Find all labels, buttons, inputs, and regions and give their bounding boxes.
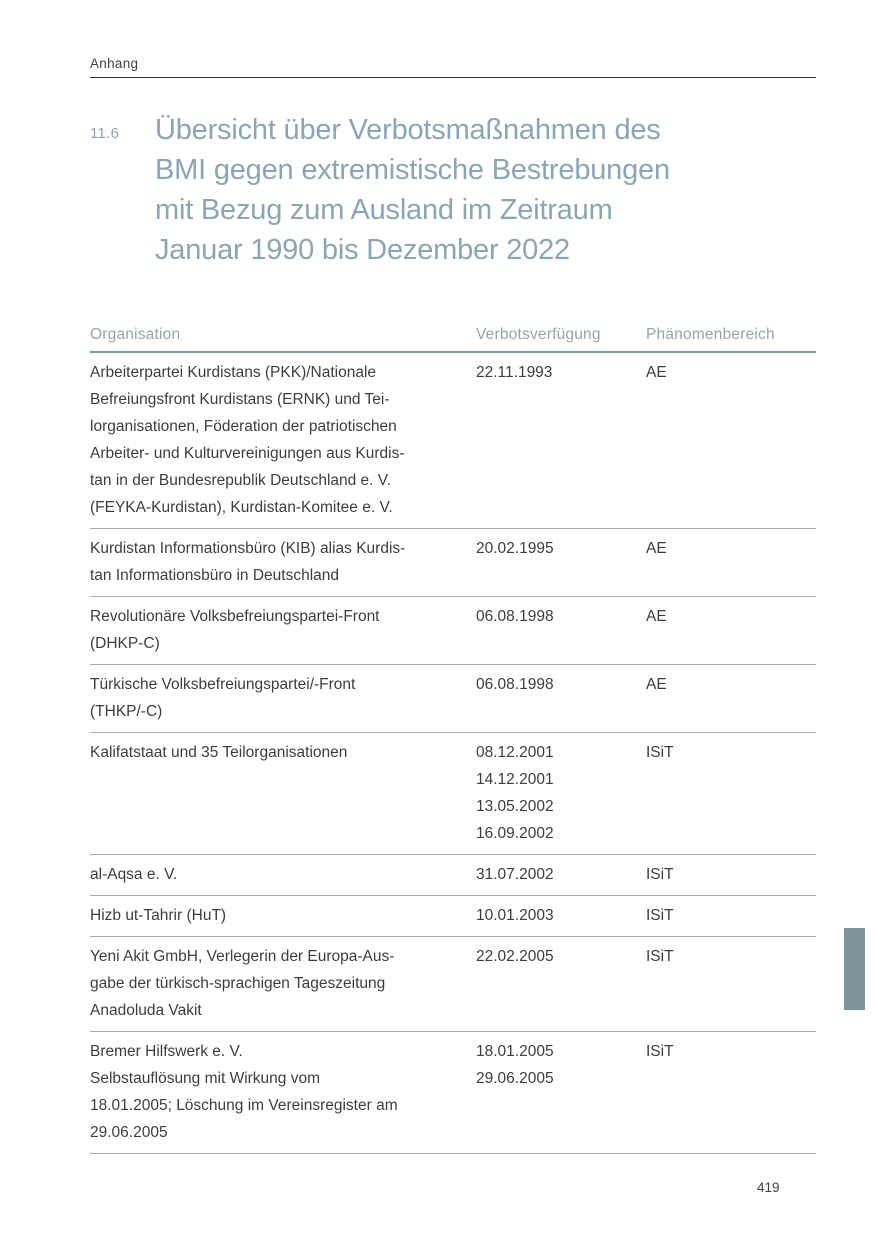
table-row: Kalifatstaat und 35 Teilorganisationen 0…	[90, 733, 816, 855]
table-row: al-Aqsa e. V. 31.07.2002 ISiT	[90, 855, 816, 896]
org-cell: Bremer Hilfswerk e. V. Selbstauflösung m…	[90, 1043, 398, 1141]
header-rule	[90, 77, 816, 78]
date-cell: 22.02.2005	[476, 948, 554, 965]
area-cell: AE	[646, 540, 667, 557]
page-number: 419	[757, 1180, 780, 1195]
section-edge-tab	[844, 928, 865, 1010]
area-cell: ISiT	[646, 744, 674, 761]
date-cell: 22.11.1993	[476, 364, 553, 381]
org-cell: Kurdistan Informationsbüro (KIB) alias K…	[90, 540, 406, 584]
column-header-organisation: Organisation	[90, 326, 181, 343]
running-header: Anhang	[90, 56, 139, 71]
org-cell: Arbeiterpartei Kurdistans (PKK)/National…	[90, 364, 405, 516]
table-row: Kurdistan Informationsbüro (KIB) alias K…	[90, 529, 816, 597]
title-block: 11.6 Übersicht über Verbotsmaßnahmen des…	[90, 110, 820, 270]
column-header-verbotsverfuegung: Verbotsverfügung	[476, 326, 601, 343]
date-cell: 08.12.2001 14.12.2001 13.05.2002 16.09.2…	[476, 744, 554, 842]
table-row: Arbeiterpartei Kurdistans (PKK)/National…	[90, 353, 816, 529]
org-cell: Hizb ut-Tahrir (HuT)	[90, 907, 227, 924]
bans-table: Organisation Verbotsverfügung Phänomenbe…	[90, 326, 816, 1154]
page-title: Übersicht über Verbotsmaßnahmen des BMI …	[155, 114, 670, 266]
org-cell: Türkische Volksbefreiungspartei/-Front (…	[90, 676, 356, 720]
area-cell: ISiT	[646, 1043, 674, 1060]
area-cell: ISiT	[646, 907, 674, 924]
table-row: Bremer Hilfswerk e. V. Selbstauflösung m…	[90, 1032, 816, 1154]
org-cell: Revolutionäre Volksbefreiungspartei-Fron…	[90, 608, 380, 652]
area-cell: AE	[646, 676, 667, 693]
date-cell: 06.08.1998	[476, 608, 554, 625]
date-cell: 06.08.1998	[476, 676, 554, 693]
date-cell: 31.07.2002	[476, 866, 554, 883]
org-cell: Kalifatstaat und 35 Teilorganisationen	[90, 744, 348, 761]
area-cell: ISiT	[646, 866, 674, 883]
table-row: Yeni Akit GmbH, Verlegerin der Europa-Au…	[90, 937, 816, 1032]
org-cell: al-Aqsa e. V.	[90, 866, 178, 883]
table-header-row: Organisation Verbotsverfügung Phänomenbe…	[90, 326, 816, 353]
area-cell: AE	[646, 608, 667, 625]
table-row: Hizb ut-Tahrir (HuT) 10.01.2003 ISiT	[90, 896, 816, 937]
date-cell: 20.02.1995	[476, 540, 554, 557]
table-row: Türkische Volksbefreiungspartei/-Front (…	[90, 665, 816, 733]
date-cell: 18.01.2005 29.06.2005	[476, 1043, 554, 1087]
area-cell: AE	[646, 364, 667, 381]
column-header-phaenomenbereich: Phänomenbereich	[646, 326, 775, 343]
org-cell: Yeni Akit GmbH, Verlegerin der Europa-Au…	[90, 948, 395, 1019]
table-row: Revolutionäre Volksbefreiungspartei-Fron…	[90, 597, 816, 665]
section-number: 11.6	[90, 125, 120, 142]
table-body: Arbeiterpartei Kurdistans (PKK)/National…	[90, 353, 816, 1154]
date-cell: 10.01.2003	[476, 907, 554, 924]
area-cell: ISiT	[646, 948, 674, 965]
